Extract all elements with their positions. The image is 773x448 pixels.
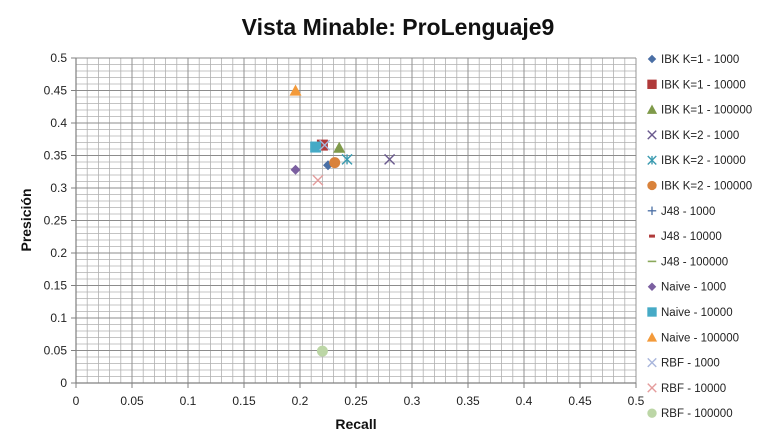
data-point [310, 141, 322, 153]
legend: IBK K=1 - 1000 IBK K=1 - 10000 IBK K=1 - 1… [646, 54, 752, 420]
data-point [312, 174, 324, 186]
legend-item: IBK K=1 - 1000 [647, 54, 739, 66]
legend-label: RBF - 1000 [661, 358, 720, 370]
legend-item: Naive - 100000 [646, 332, 739, 344]
y-tick-label: 0.4 [50, 116, 67, 130]
data-point [333, 141, 346, 153]
marker-stroke [647, 383, 657, 393]
legend-label: IBK K=2 - 100000 [661, 181, 752, 193]
axes [71, 57, 637, 388]
data-point [316, 345, 328, 357]
data-point [289, 84, 302, 96]
legend-item: IBK K=2 - 1000 [647, 130, 739, 142]
legend-label: Naive - 10000 [661, 307, 733, 319]
legend-label: Naive - 100000 [661, 332, 739, 344]
y-tick-label: 0.45 [44, 84, 68, 98]
marker-stroke [384, 153, 396, 165]
legend-marker [646, 332, 658, 342]
x-tick-label: 0 [73, 394, 80, 408]
legend-marker [647, 54, 657, 64]
legend-item: IBK K=2 - 10000 [647, 155, 746, 167]
y-tick-label: 0.35 [44, 149, 68, 163]
legend-label: IBK K=1 - 1000 [661, 54, 739, 66]
marker-stroke [647, 357, 657, 368]
legend-label: J48 - 1000 [661, 206, 715, 218]
legend-label: RBF - 100000 [661, 408, 733, 420]
y-tick-label: 0 [60, 376, 67, 390]
y-tick-label: 0.3 [50, 181, 67, 195]
data-point [319, 139, 331, 151]
marker-stroke [647, 130, 657, 140]
legend-label: RBF - 10000 [661, 383, 726, 395]
x-tick-label: 0.05 [120, 394, 144, 408]
legend-marker [646, 104, 658, 114]
y-tick-label: 0.05 [44, 344, 68, 358]
legend-marker [647, 357, 657, 368]
x-tick-label: 0.25 [344, 394, 368, 408]
legend-marker [647, 180, 657, 191]
x-tick-label: 0.15 [232, 394, 256, 408]
legend-label: IBK K=2 - 10000 [661, 155, 746, 167]
data-point [329, 157, 341, 169]
data-point [316, 139, 328, 151]
legend-marker [647, 79, 657, 89]
x-tick-label: 0.3 [404, 394, 421, 408]
legend-item: Naive - 1000 [647, 282, 726, 294]
chart-title: Vista Minable: ProLenguaje9 [242, 14, 555, 40]
legend-marker [647, 282, 657, 291]
data-point [384, 153, 396, 165]
legend-marker [647, 155, 657, 165]
x-tick-label: 0.35 [456, 394, 480, 408]
legend-marker [649, 234, 655, 238]
legend-item: RBF - 1000 [647, 357, 720, 370]
x-tick-label: 0.45 [568, 394, 592, 408]
legend-marker [647, 383, 657, 393]
grid [75, 57, 637, 384]
y-tick-label: 0.5 [50, 51, 67, 65]
y-axis-label: Presición [18, 188, 34, 251]
legend-label: IBK K=1 - 100000 [661, 105, 752, 117]
legend-marker [647, 130, 657, 140]
legend-item: IBK K=1 - 100000 [646, 104, 752, 117]
x-axis-label: Recall [335, 416, 376, 432]
legend-label: IBK K=1 - 10000 [661, 79, 746, 91]
data-point [290, 164, 301, 175]
legend-item: RBF - 100000 [647, 408, 733, 420]
legend-item: IBK K=2 - 100000 [647, 181, 752, 193]
legend-item: RBF - 10000 [647, 383, 726, 395]
legend-marker [647, 307, 657, 317]
marker-stroke [312, 174, 324, 186]
tick-labels: 0 0.05 0.1 0.15 0.2 0.25 0.3 0.35 0.4 0.45 0.5 0 0.0… [44, 51, 645, 408]
legend-item: IBK K=1 - 10000 [647, 79, 746, 91]
data-points [289, 84, 396, 357]
legend-marker [647, 206, 657, 216]
x-tick-label: 0.5 [628, 394, 645, 408]
legend-label: Naive - 1000 [661, 282, 726, 294]
legend-label: J48 - 100000 [661, 256, 728, 268]
marker-stroke [319, 139, 331, 151]
legend-marker [647, 408, 657, 418]
x-tick-label: 0.2 [292, 394, 309, 408]
y-tick-label: 0.2 [50, 246, 67, 260]
legend-item: J48 - 100000 [647, 256, 728, 268]
legend-item: J48 - 10000 [649, 231, 722, 243]
y-tick-label: 0.25 [44, 214, 68, 228]
x-tick-label: 0.1 [180, 394, 197, 408]
legend-label: IBK K=2 - 1000 [661, 130, 739, 142]
legend-item: Naive - 10000 [647, 307, 733, 319]
y-tick-label: 0.15 [44, 279, 68, 293]
y-tick-label: 0.1 [50, 311, 67, 325]
data-point [341, 153, 353, 165]
legend-label: J48 - 10000 [661, 231, 722, 243]
x-tick-label: 0.4 [516, 394, 533, 408]
legend-item: J48 - 1000 [647, 206, 715, 218]
